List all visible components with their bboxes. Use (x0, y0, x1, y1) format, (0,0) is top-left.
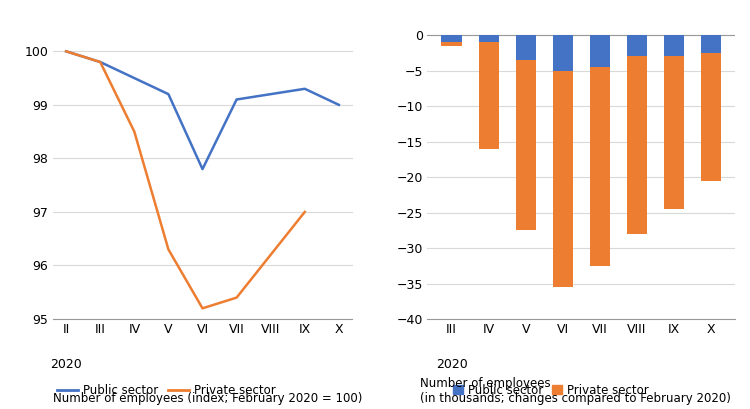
Bar (626, 35, 647, 234)
Bar (478, 35, 499, 149)
Bar (664, 35, 684, 56)
Public sector (62, 49, 70, 54)
Private sector (300, 209, 309, 214)
Public sector (300, 86, 309, 91)
Bar (590, 35, 610, 67)
Line: Private sector: Private sector (66, 51, 305, 308)
Bar (700, 35, 721, 181)
Bar (700, 35, 721, 53)
Bar (664, 35, 684, 209)
Bar (553, 35, 573, 71)
Private sector (266, 252, 275, 257)
Public sector (164, 92, 173, 97)
Legend: Public sector, Private sector: Public sector, Private sector (53, 379, 280, 402)
Private sector (130, 129, 139, 134)
Bar (442, 35, 462, 46)
Private sector (96, 60, 105, 65)
Bar (626, 35, 647, 56)
Bar (590, 35, 610, 266)
Bar (478, 35, 499, 42)
Public sector (130, 76, 139, 81)
Private sector (232, 295, 241, 300)
Bar (442, 35, 462, 42)
Text: 2020: 2020 (50, 358, 82, 371)
Private sector (62, 49, 70, 54)
Private sector (198, 306, 207, 311)
Public sector (198, 166, 207, 171)
Text: 2020: 2020 (436, 358, 467, 371)
Public sector (334, 102, 344, 107)
Public sector (232, 97, 241, 102)
Line: Public sector: Public sector (66, 51, 339, 169)
Bar (515, 35, 536, 60)
Private sector (164, 247, 173, 252)
Bar (553, 35, 573, 287)
Legend: Public sector, Private sector: Public sector, Private sector (448, 379, 653, 402)
Bar (515, 35, 536, 230)
Public sector (266, 92, 275, 97)
Text: Number of employees
(in thousands; changes compared to February 2020): Number of employees (in thousands; chang… (420, 377, 730, 405)
Text: Number of employees (index; February 2020 = 100): Number of employees (index; February 202… (53, 392, 362, 405)
Public sector (96, 60, 105, 65)
